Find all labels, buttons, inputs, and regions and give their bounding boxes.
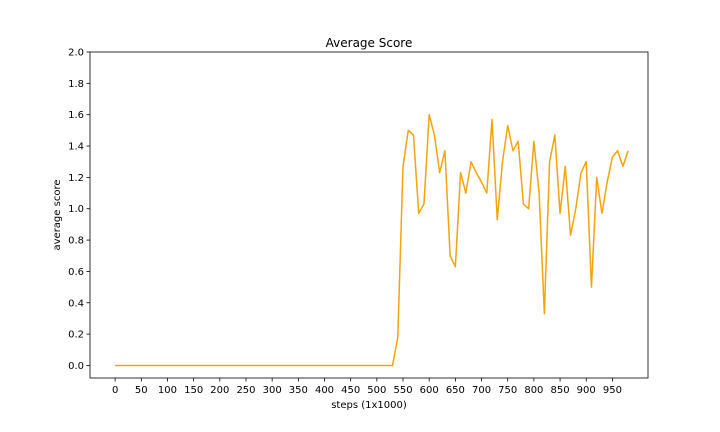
x-tick-label: 400	[315, 385, 334, 396]
chart-title: Average Score	[326, 36, 413, 50]
x-tick-label: 50	[135, 385, 148, 396]
y-tick-label: 0.6	[68, 267, 84, 278]
x-tick-label: 450	[341, 385, 360, 396]
x-tick-label: 500	[367, 385, 386, 396]
y-tick-label: 1.0	[68, 204, 84, 215]
x-tick-label: 300	[263, 385, 282, 396]
x-tick-label: 550	[393, 385, 412, 396]
x-tick-label: 0	[112, 385, 118, 396]
x-tick-label: 750	[498, 385, 517, 396]
y-axis-ticks: 0.0 0.2 0.4 0.6 0.8 1.0 1.2 1.4 1.6 1.8 2.0	[68, 48, 90, 372]
y-tick-label: 0.0	[68, 361, 84, 372]
y-tick-label: 1.6	[68, 110, 84, 121]
y-tick-label: 1.2	[68, 173, 84, 184]
x-tick-label: 650	[446, 385, 465, 396]
x-tick-label: 850	[551, 385, 570, 396]
x-tick-label: 700	[472, 385, 491, 396]
y-tick-label: 0.8	[68, 236, 84, 247]
y-tick-label: 0.4	[68, 298, 84, 309]
y-tick-label: 1.4	[68, 142, 84, 153]
x-tick-label: 200	[210, 385, 229, 396]
x-tick-label: 100	[158, 385, 177, 396]
x-axis-label: steps (1x1000)	[331, 400, 407, 411]
y-tick-label: 0.2	[68, 330, 84, 341]
x-tick-label: 800	[524, 385, 543, 396]
y-tick-label: 2.0	[68, 48, 84, 59]
x-tick-label: 950	[603, 385, 622, 396]
x-tick-label: 350	[289, 385, 308, 396]
x-tick-label: 250	[236, 385, 255, 396]
plot-background	[90, 52, 648, 378]
series-line-0	[115, 113, 629, 367]
y-axis-label: average score	[52, 180, 63, 251]
y-tick-label: 1.8	[68, 79, 84, 90]
x-tick-label: 900	[577, 385, 596, 396]
x-axis-ticks: 0 50 100 150 200 250 300 350 400 450 500 550 600 650 7…	[112, 378, 622, 396]
series-layer	[115, 113, 629, 367]
x-tick-label: 600	[420, 385, 439, 396]
plot-frame	[89, 51, 649, 379]
x-tick-label: 150	[184, 385, 203, 396]
